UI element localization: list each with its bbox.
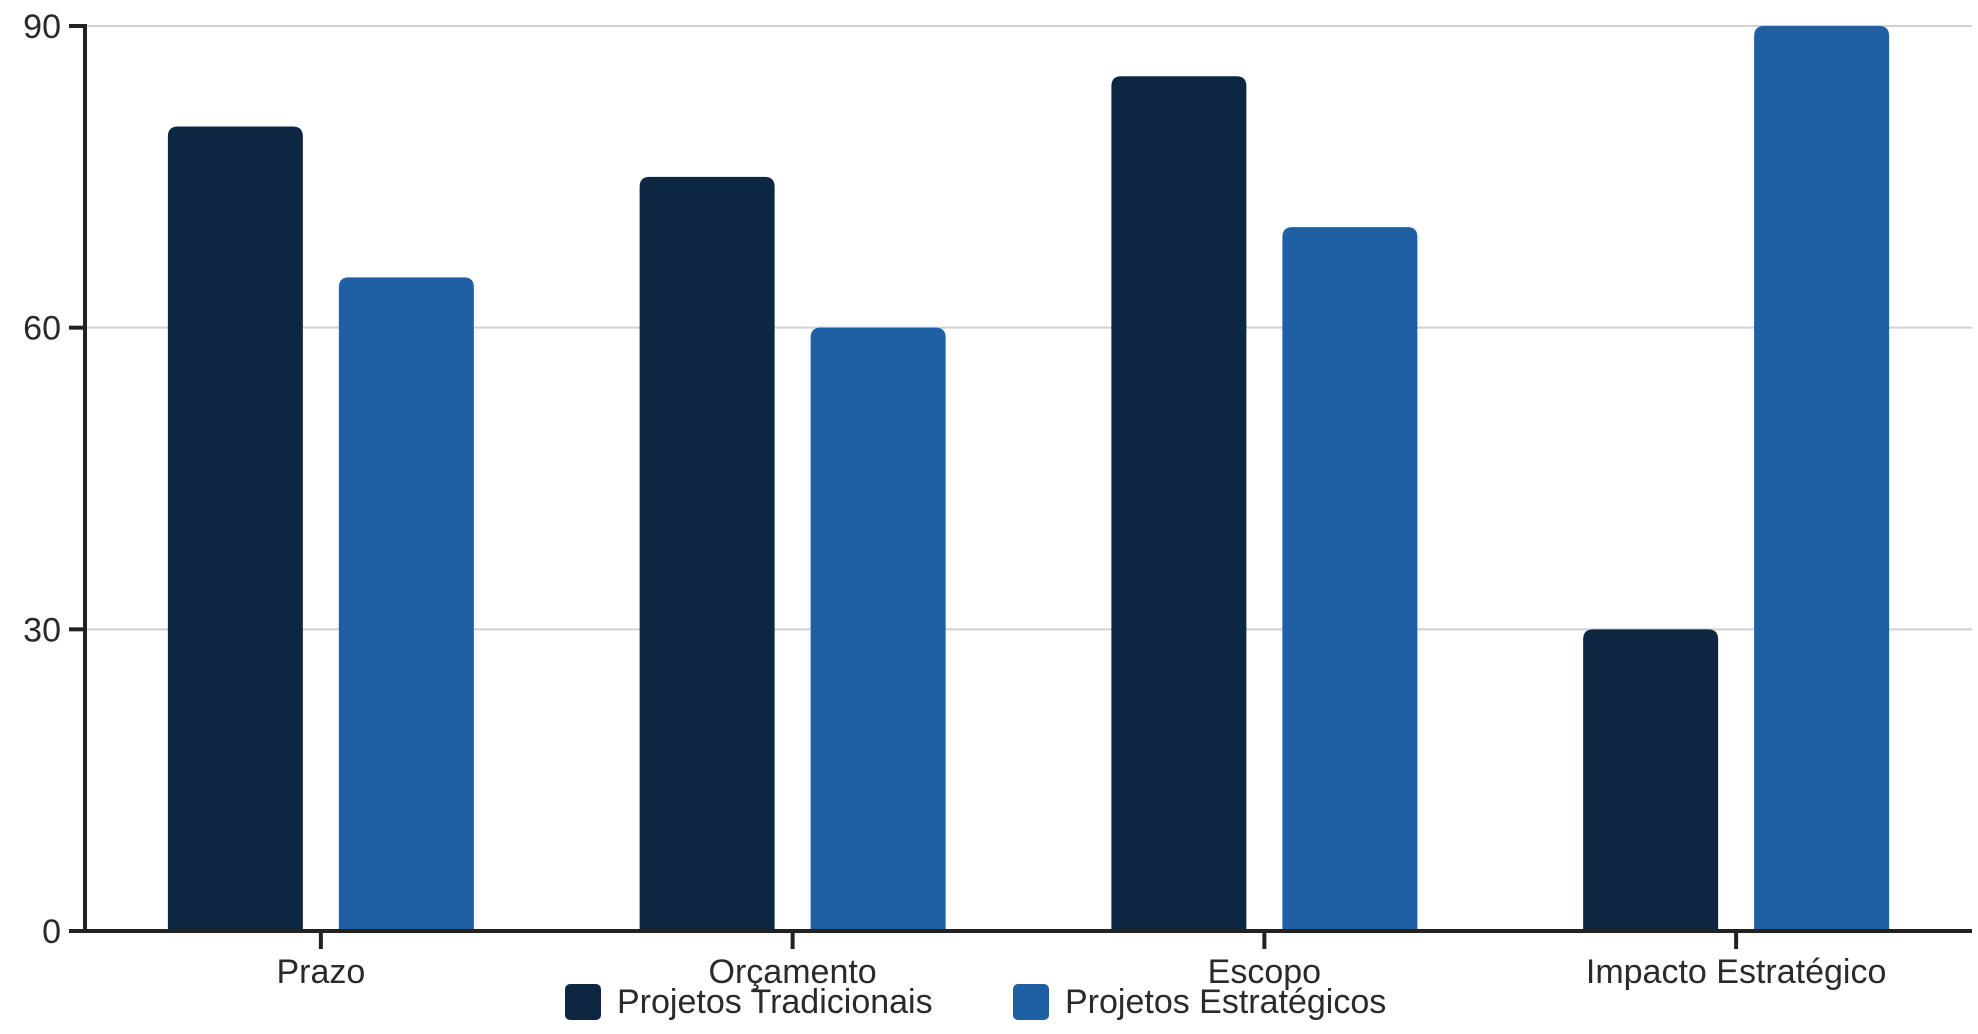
bar-tradicionais (1583, 629, 1719, 931)
x-tick-label: Escopo (1208, 953, 1321, 991)
legend-label: Projetos Estratégicos (1065, 983, 1386, 1021)
legend-label: Projetos Tradicionais (617, 983, 933, 1021)
bar-tradicionais (639, 176, 775, 932)
bar-estrategicos (1282, 227, 1418, 932)
bar-tradicionais (167, 126, 303, 932)
legend-swatch (565, 984, 601, 1020)
axes (69, 24, 1972, 949)
bar-tradicionais (1111, 76, 1247, 932)
bars (167, 26, 1890, 932)
bar-estrategicos (810, 327, 946, 932)
legend: Projetos Tradicionais Projetos Estratégic… (565, 983, 1386, 1021)
y-tick-label: 60 (23, 310, 61, 348)
y-tick-label: 0 (42, 913, 61, 951)
x-tick-label: Orçamento (709, 953, 877, 991)
x-tick-label: Prazo (276, 953, 365, 991)
tick-labels: 0 30 60 90 Prazo Orçamento Escopo Impacto Estra… (23, 8, 1886, 991)
legend-swatch (1013, 984, 1049, 1020)
bar-estrategicos (1754, 26, 1890, 931)
x-tick-label: Impacto Estratégico (1586, 953, 1886, 991)
bar-estrategicos (338, 277, 474, 931)
y-tick-label: 30 (23, 611, 61, 649)
y-tick-label: 90 (23, 8, 61, 46)
